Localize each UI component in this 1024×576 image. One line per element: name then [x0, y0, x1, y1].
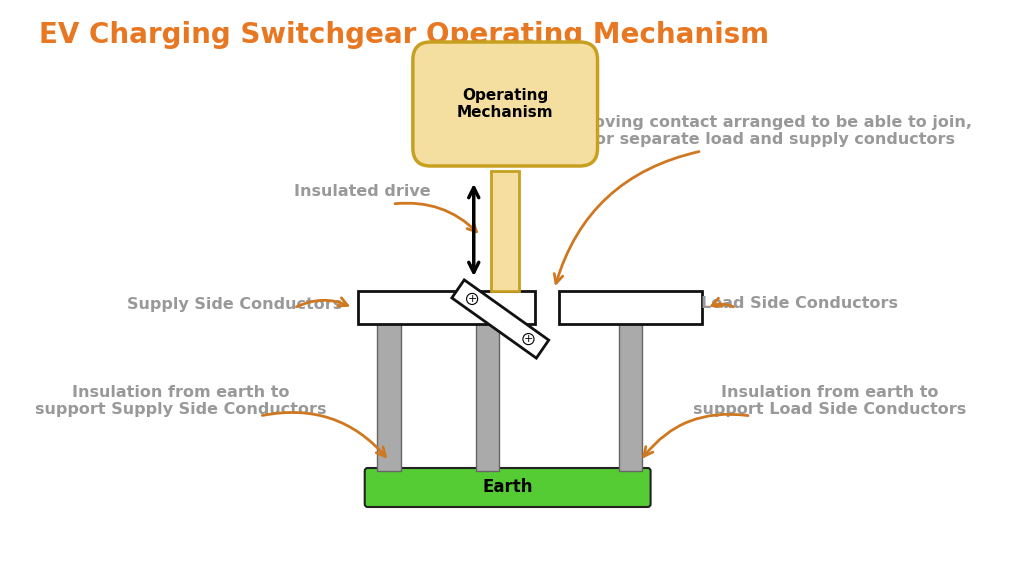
Text: Insulation from earth to
support Supply Side Conductors: Insulation from earth to support Supply … — [35, 385, 327, 417]
Bar — [618, 324, 642, 471]
FancyBboxPatch shape — [413, 42, 598, 166]
Text: +: + — [523, 334, 534, 344]
Text: Insulated drive: Insulated drive — [295, 184, 431, 199]
Text: Operating
Mechanism: Operating Mechanism — [457, 88, 554, 120]
Text: Earth: Earth — [482, 479, 532, 497]
Text: Moving contact arranged to be able to join,
or separate load and supply conducto: Moving contact arranged to be able to jo… — [579, 115, 973, 147]
Text: Load Side Conductors: Load Side Conductors — [701, 297, 898, 312]
Text: Supply Side Conductors: Supply Side Conductors — [127, 297, 343, 312]
FancyBboxPatch shape — [365, 468, 650, 507]
Bar — [492, 171, 519, 291]
Polygon shape — [452, 280, 549, 358]
Text: Insulation from earth to
support Load Side Conductors: Insulation from earth to support Load Si… — [693, 385, 966, 417]
Bar — [476, 324, 500, 471]
Bar — [378, 324, 401, 471]
Text: EV Charging Switchgear Operating Mechanism: EV Charging Switchgear Operating Mechani… — [39, 21, 769, 49]
Text: +: + — [467, 294, 477, 304]
Bar — [357, 291, 535, 324]
Bar — [559, 291, 701, 324]
